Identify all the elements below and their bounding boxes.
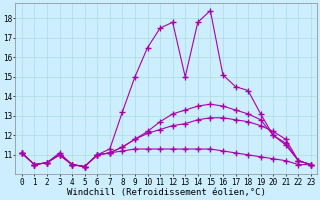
X-axis label: Windchill (Refroidissement éolien,°C): Windchill (Refroidissement éolien,°C) [67, 188, 266, 197]
